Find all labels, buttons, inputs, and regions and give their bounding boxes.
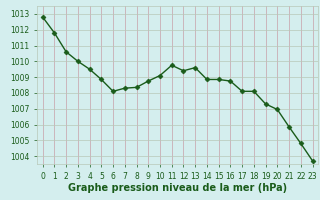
X-axis label: Graphe pression niveau de la mer (hPa): Graphe pression niveau de la mer (hPa) xyxy=(68,183,287,193)
